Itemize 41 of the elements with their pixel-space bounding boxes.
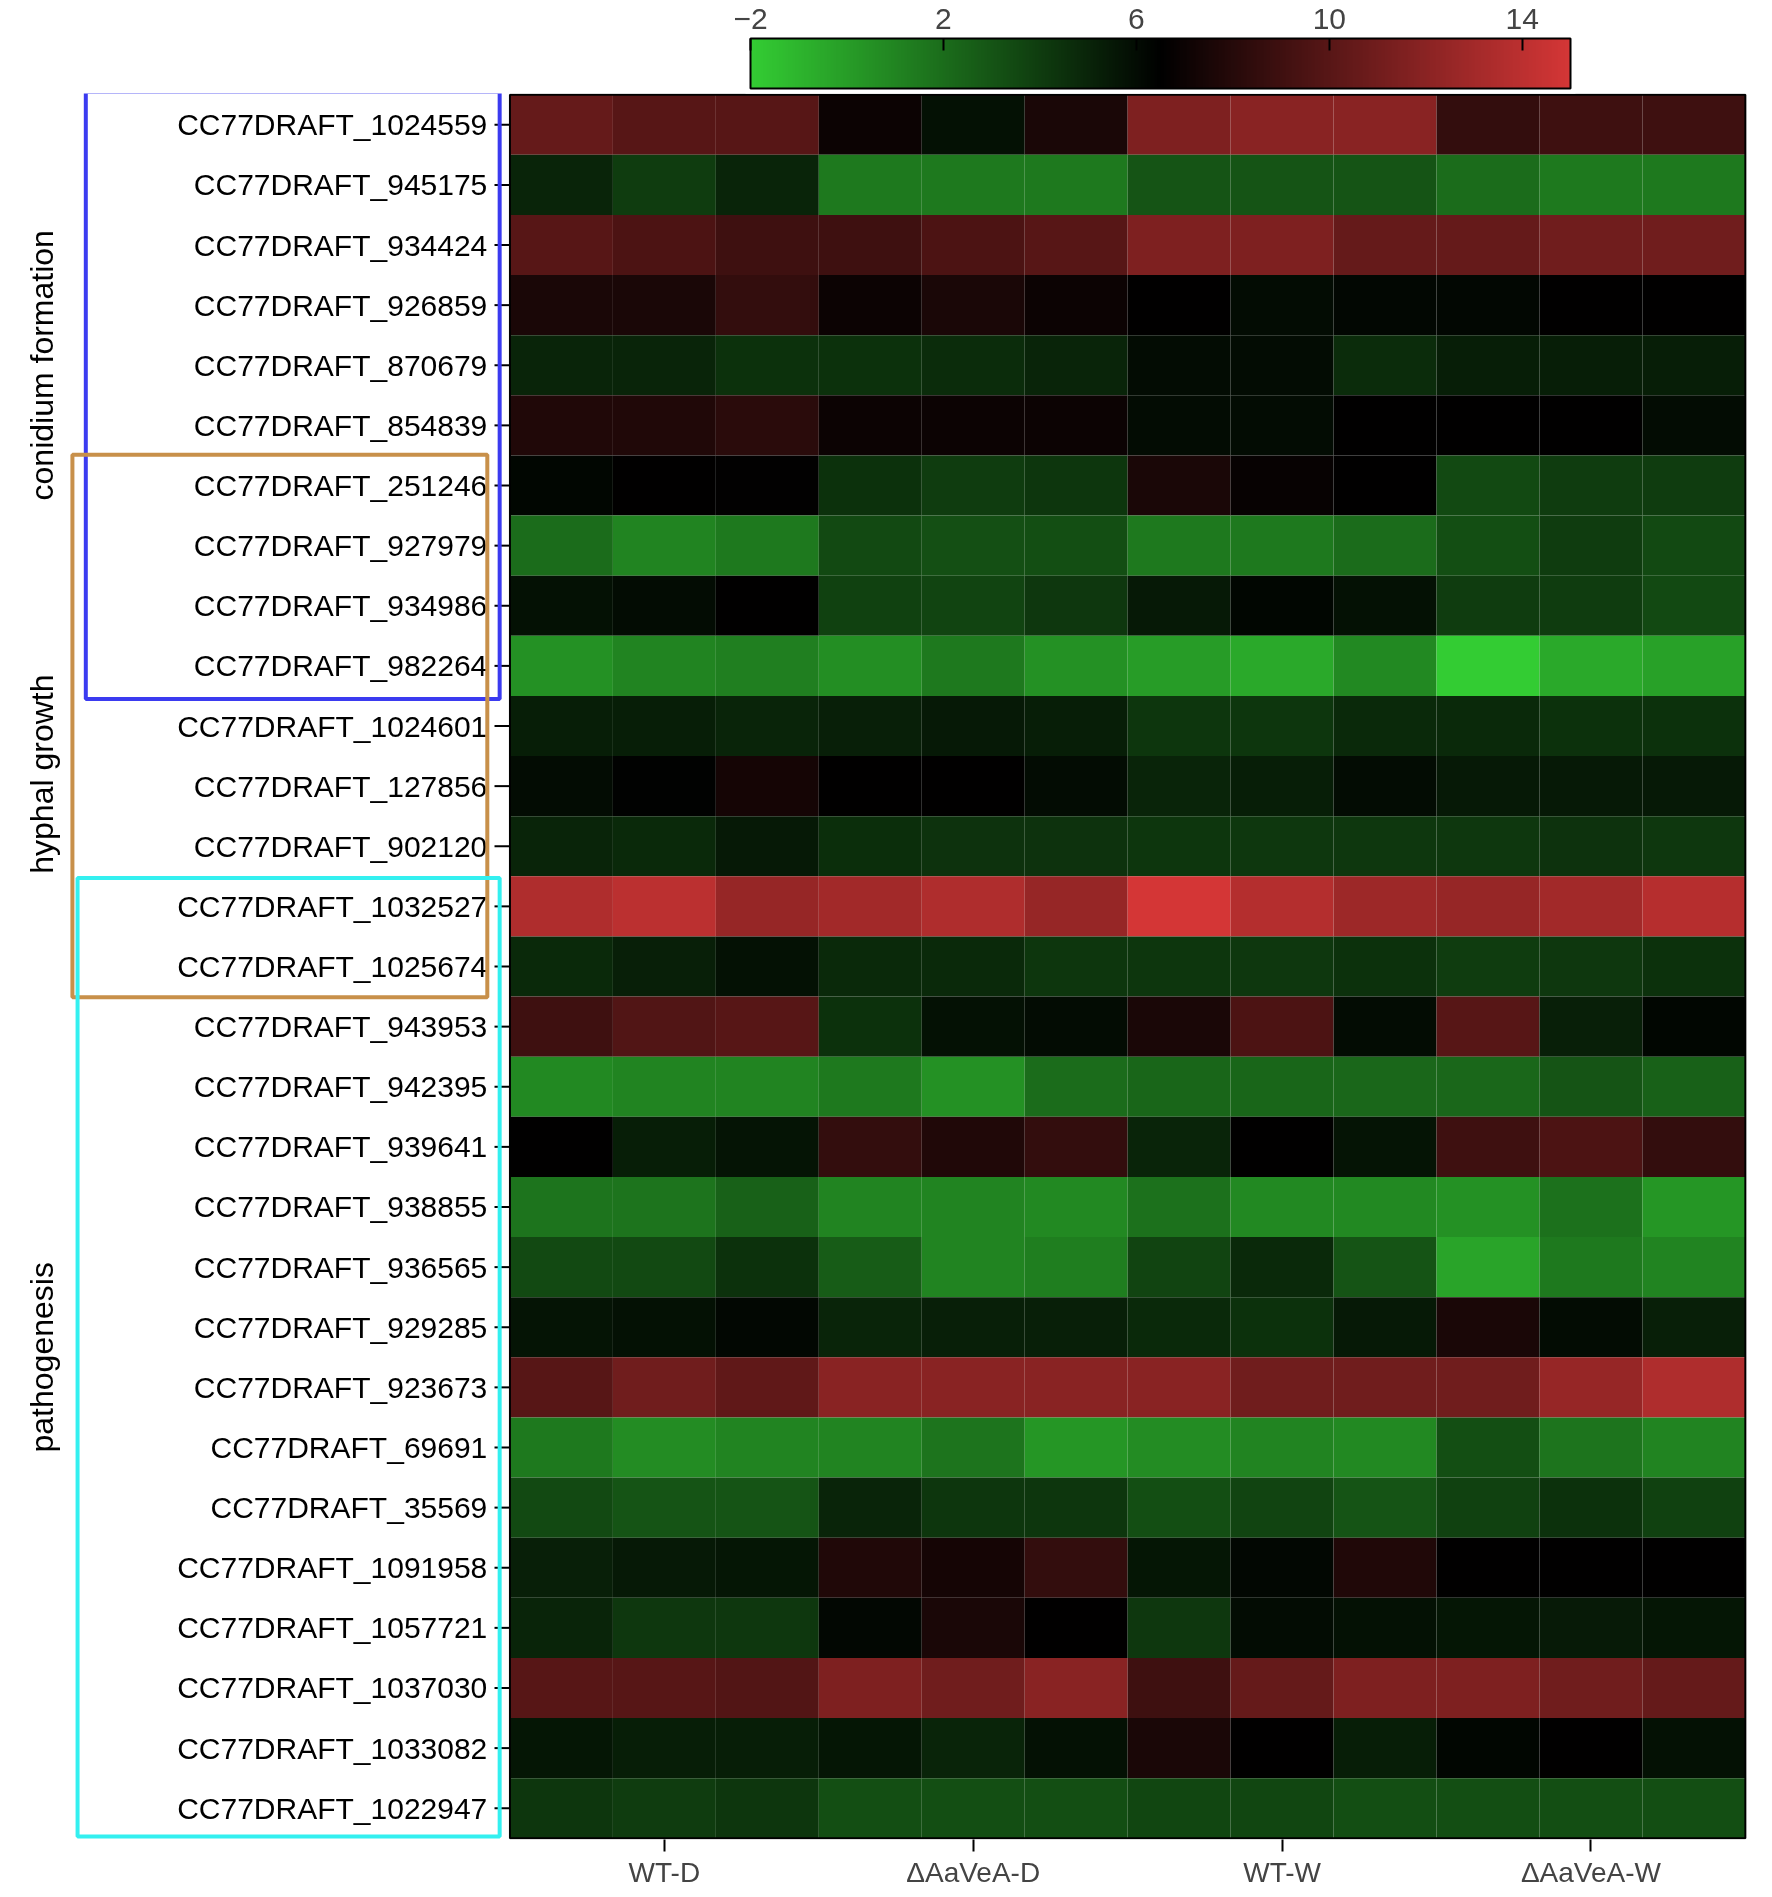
y-tick-label: CC77DRAFT_251246 [193, 469, 488, 503]
x-tick-label: WT-W [1243, 1856, 1322, 1888]
y-tick-label: CC77DRAFT_35569 [210, 1491, 488, 1525]
y-tick-label: CC77DRAFT_127856 [193, 769, 488, 803]
y-tick-label: CC77DRAFT_936565 [193, 1250, 488, 1284]
color-bar-label: −2 [733, 1, 768, 35]
y-tick-label: CC77DRAFT_942395 [193, 1070, 488, 1104]
y-tick-label: CC77DRAFT_854839 [193, 408, 488, 442]
y-tick-label: CC77DRAFT_870679 [193, 348, 488, 382]
color-bar-label: 14 [1505, 1, 1539, 35]
x-tick-label: WT-D [628, 1856, 701, 1888]
text: hyphal growth [23, 674, 60, 874]
y-tick-label: CC77DRAFT_927979 [193, 529, 488, 563]
y-tick-label: CC77DRAFT_982264 [193, 649, 488, 683]
y-tick-label: CC77DRAFT_1037030 [177, 1671, 488, 1705]
text: conidium formation [23, 230, 60, 501]
y-tick-label: CC77DRAFT_1032527 [177, 889, 488, 923]
y-tick-label: CC77DRAFT_926859 [193, 288, 488, 322]
y-tick-label: CC77DRAFT_943953 [193, 1010, 488, 1044]
y-tick-label: CC77DRAFT_1057721 [177, 1611, 488, 1645]
color-bar-label: 2 [935, 1, 952, 35]
y-tick-label: CC77DRAFT_1025674 [177, 950, 488, 983]
y-tick-label: CC77DRAFT_939641 [193, 1130, 488, 1164]
y-tick-label: CC77DRAFT_934424 [193, 228, 488, 262]
y-tick-label: CC77DRAFT_69691 [210, 1430, 488, 1464]
color-bar-label: 6 [1128, 1, 1145, 35]
y-tick-label: CC77DRAFT_929285 [193, 1310, 488, 1344]
y-tick-label: CC77DRAFT_1091958 [177, 1551, 488, 1585]
y-tick-label: CC77DRAFT_945175 [193, 168, 488, 202]
color-bar-label: 10 [1312, 1, 1347, 35]
y-tick-label: CC77DRAFT_1024601 [177, 709, 488, 743]
y-tick-label: CC77DRAFT_902120 [193, 829, 488, 863]
x-tick-label: ΔAaVeA-W [1520, 1856, 1662, 1888]
y-tick-label: CC77DRAFT_923673 [193, 1370, 488, 1404]
y-tick-label: CC77DRAFT_1033082 [177, 1731, 488, 1765]
y-tick-label: CC77DRAFT_934986 [193, 589, 488, 623]
y-tick-label: CC77DRAFT_1022947 [177, 1791, 488, 1825]
y-tick-label: CC77DRAFT_1024559 [177, 108, 488, 142]
x-tick-label: ΔAaVeA-D [906, 1856, 1041, 1888]
text: pathogenesis [23, 1262, 60, 1453]
y-tick-label: CC77DRAFT_938855 [193, 1190, 488, 1224]
